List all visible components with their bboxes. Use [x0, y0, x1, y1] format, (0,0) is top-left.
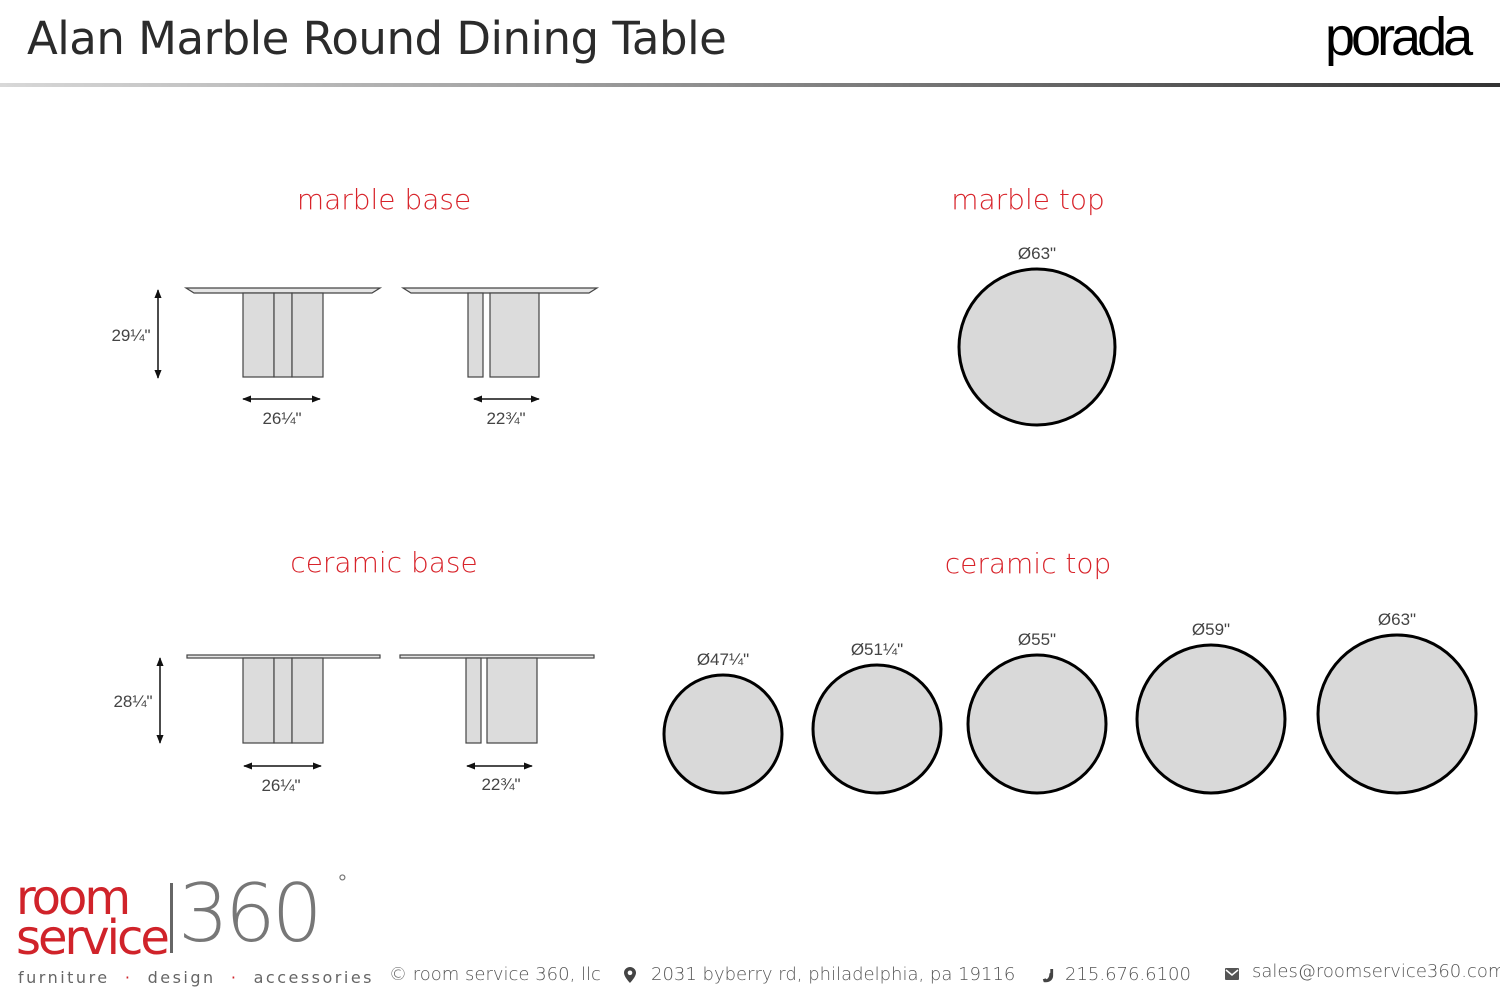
ceramic-top-shape: [966, 653, 1108, 795]
section-title-ceramic-base: ceramic base: [290, 546, 478, 579]
marble-base-front-width: 26¼": [262, 409, 301, 428]
page-title: Alan Marble Round Dining Table: [27, 12, 727, 65]
ceramic-base-side-elevation: [399, 654, 595, 744]
marble-top-diameter: Ø63": [1018, 244, 1056, 263]
envelope-icon: [1225, 968, 1239, 980]
marble-base-side-width: 22¾": [486, 409, 525, 428]
tagline-item: furniture: [18, 968, 110, 987]
ceramic-top-shape: [662, 673, 784, 795]
ceramic-top-shape: [811, 663, 943, 795]
ceramic-top-diameter: Ø59": [1192, 620, 1230, 639]
tagline-item: design: [147, 968, 216, 987]
tagline: furniture · design · accessories: [18, 968, 374, 987]
section-title-marble-base: marble base: [296, 183, 472, 216]
address: 2031 byberry rd, philadelphia, pa 19116: [651, 964, 1016, 985]
logo-service: service: [16, 910, 170, 966]
ceramic-base-front-width: 26¼": [261, 776, 300, 795]
porada-logo: porada: [1325, 7, 1473, 67]
email-link[interactable]: sales@roomservice360.com: [1252, 961, 1500, 982]
section-title-marble-top: marble top: [951, 183, 1105, 216]
ceramic-top-diameter: Ø47¼": [697, 650, 749, 669]
marble-top-shape: [957, 267, 1117, 427]
logo-room: room: [16, 870, 131, 926]
copyright: © room service 360, llc: [389, 964, 601, 985]
drawings: 29¼" 26¼" 22¾" 28¼" 26¼" 22¾" Ø63"Ø47¼"Ø…: [111, 244, 1478, 795]
ceramic-top-diameter: Ø51¼": [851, 640, 903, 659]
logo-divider: [170, 883, 173, 953]
tagline-separator: ·: [124, 968, 133, 987]
ceramic-base-front-elevation: [186, 654, 381, 744]
table-top-shapes: Ø63" Ø47¼" Ø51¼" Ø55" Ø59" Ø63": [662, 244, 1478, 795]
logo-360: 360: [178, 867, 323, 960]
ceramic-base-side-width: 22¾": [481, 775, 520, 794]
marble-base-height: 29¼": [111, 326, 150, 345]
phone-link[interactable]: 215.676.6100: [1065, 964, 1191, 985]
marble-base-side-elevation: [400, 287, 600, 378]
logo-degree: °: [338, 870, 347, 895]
ceramic-top-shape: [1316, 633, 1478, 795]
header-divider: [0, 83, 1500, 87]
marble-base-front-elevation: [183, 287, 383, 378]
tagline-item: accessories: [253, 968, 374, 987]
ceramic-top-diameter: Ø63": [1378, 610, 1416, 629]
ceramic-top-diameter: Ø55": [1018, 630, 1056, 649]
map-pin-icon: [624, 967, 636, 983]
phone-icon: [1042, 968, 1054, 983]
section-title-ceramic-top: ceramic top: [944, 547, 1112, 580]
ceramic-top-shape: [1135, 643, 1287, 795]
tagline-separator: ·: [230, 968, 239, 987]
ceramic-base-height: 28¼": [113, 692, 152, 711]
